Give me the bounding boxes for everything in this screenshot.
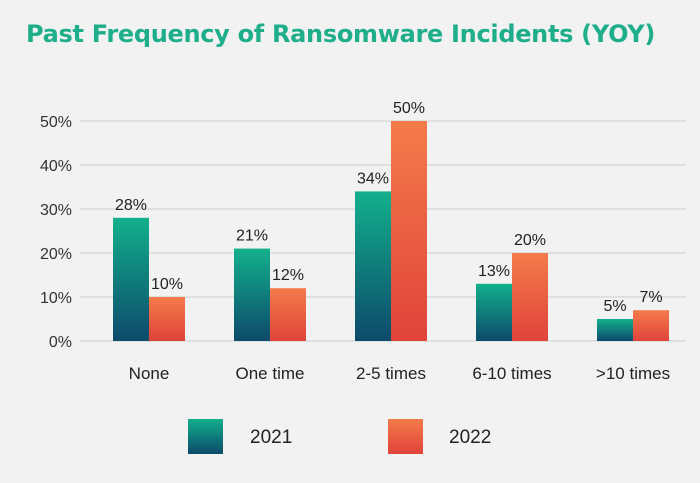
y-tick-label: 30% <box>40 202 72 219</box>
legend: 2021 2022 <box>188 419 491 454</box>
data-label-2022: 7% <box>639 289 662 306</box>
legend-swatch-2022 <box>388 419 423 454</box>
data-label-2021: 28% <box>115 197 147 214</box>
data-label-2022: 20% <box>514 232 546 249</box>
y-tick-label: 10% <box>40 290 72 307</box>
bars <box>113 121 669 341</box>
legend-label-2022: 2022 <box>449 427 491 448</box>
data-label-2021: 5% <box>603 298 626 315</box>
data-label-2021: 34% <box>357 170 389 187</box>
data-label-2022: 12% <box>272 267 304 284</box>
category-label: >10 times <box>596 364 670 383</box>
y-tick-label: 50% <box>40 114 72 131</box>
bar-2022 <box>149 297 185 341</box>
y-tick-label: 0% <box>49 334 72 351</box>
category-label: 2-5 times <box>356 364 426 383</box>
y-axis-ticks: 0% 10% 20% 30% 40% 50% <box>40 114 72 351</box>
category-label: None <box>129 364 170 383</box>
bar-2022 <box>270 288 306 341</box>
bar-2021 <box>355 191 391 341</box>
bar-2022 <box>633 310 669 341</box>
bar-2021 <box>113 217 149 341</box>
y-tick-label: 40% <box>40 158 72 175</box>
data-labels: 28% 10% 21% 12% 34% 50% 13%20% 5% 7% <box>115 100 663 315</box>
data-label-2022: 50% <box>393 100 425 117</box>
bar-2021 <box>597 319 633 341</box>
chart-title: Past Frequency of Ransomware Incidents (… <box>26 20 656 48</box>
data-label-2022: 10% <box>151 276 183 293</box>
category-label: One time <box>236 364 305 383</box>
legend-swatch-2021 <box>188 419 223 454</box>
bar-2021 <box>234 248 270 341</box>
category-label: 6-10 times <box>472 364 551 383</box>
bar-2021 <box>476 283 512 341</box>
x-axis-categories: None One time 2-5 times 6-10 times >10 times <box>129 364 670 383</box>
y-tick-label: 20% <box>40 246 72 263</box>
bar-2022 <box>391 121 427 341</box>
data-label-2021: 13% <box>478 263 510 280</box>
bar-2022 <box>512 253 548 341</box>
data-label-2021: 21% <box>236 228 268 245</box>
legend-label-2021: 2021 <box>250 427 292 448</box>
